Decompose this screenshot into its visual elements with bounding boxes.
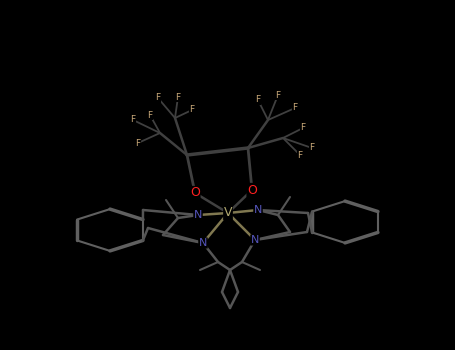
Text: F: F — [298, 150, 303, 160]
Text: N: N — [199, 238, 207, 248]
Text: F: F — [309, 144, 314, 153]
Text: F: F — [176, 92, 181, 102]
Text: F: F — [147, 111, 152, 119]
Text: F: F — [189, 105, 195, 114]
Text: F: F — [300, 124, 306, 133]
Text: F: F — [131, 116, 136, 125]
Text: F: F — [293, 104, 298, 112]
Text: O: O — [190, 187, 200, 199]
Text: F: F — [156, 93, 161, 103]
Text: F: F — [131, 116, 136, 125]
Text: F: F — [136, 139, 141, 147]
Text: F: F — [176, 92, 181, 102]
Text: N: N — [194, 210, 202, 220]
Text: F: F — [147, 111, 152, 119]
Text: F: F — [136, 139, 141, 147]
Text: F: F — [156, 93, 161, 103]
Text: F: F — [300, 124, 306, 133]
Text: F: F — [255, 96, 261, 105]
Text: N: N — [254, 205, 262, 215]
Text: F: F — [298, 150, 303, 160]
Text: F: F — [309, 144, 314, 153]
Text: F: F — [255, 96, 261, 105]
Text: V: V — [224, 206, 232, 219]
Text: O: O — [247, 183, 257, 196]
Text: F: F — [275, 91, 281, 99]
Text: F: F — [293, 104, 298, 112]
Text: F: F — [275, 91, 281, 99]
Text: F: F — [189, 105, 195, 114]
Text: N: N — [251, 235, 259, 245]
